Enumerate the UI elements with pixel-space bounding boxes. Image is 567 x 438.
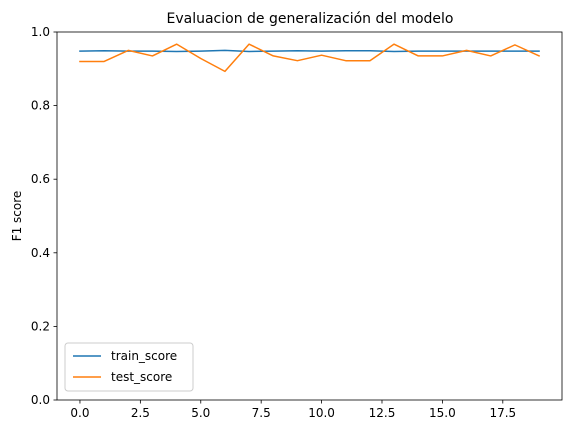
y-tick-label: 0.8 <box>31 99 50 113</box>
series-line-test-score <box>79 43 541 73</box>
y-axis-label: F1 score <box>10 191 24 242</box>
x-tick-label: 17.5 <box>489 406 516 420</box>
chart-title: Evaluacion de generalización del modelo <box>167 11 454 27</box>
y-tick-label: 0.4 <box>31 246 50 260</box>
legend-label-train-score: train_score <box>111 349 177 363</box>
x-tick-label: 2.5 <box>131 406 150 420</box>
axis-ticks: 0.0 2.5 5.0 7.5 10.0 12.5 15.0 17.5 0.0 0.2 0.4 0.6… <box>31 25 516 420</box>
x-tick-label: 12.5 <box>369 406 396 420</box>
axes-frame <box>56 31 563 401</box>
legend-label-test-score: test_score <box>111 370 172 384</box>
y-tick-label: 0.6 <box>31 172 50 186</box>
x-tick-label: 15.0 <box>429 406 456 420</box>
x-tick-label: 7.5 <box>252 406 271 420</box>
x-tick-label: 10.0 <box>308 406 335 420</box>
y-tick-label: 1.0 <box>31 25 50 39</box>
legend: train_score test_score <box>64 342 194 392</box>
legend-box <box>64 342 194 392</box>
x-tick-label: 5.0 <box>191 406 210 420</box>
plot-area <box>79 43 541 73</box>
y-tick-label: 0.0 <box>31 393 50 407</box>
y-tick-label: 0.2 <box>31 319 50 333</box>
x-tick-label: 0.0 <box>70 406 89 420</box>
